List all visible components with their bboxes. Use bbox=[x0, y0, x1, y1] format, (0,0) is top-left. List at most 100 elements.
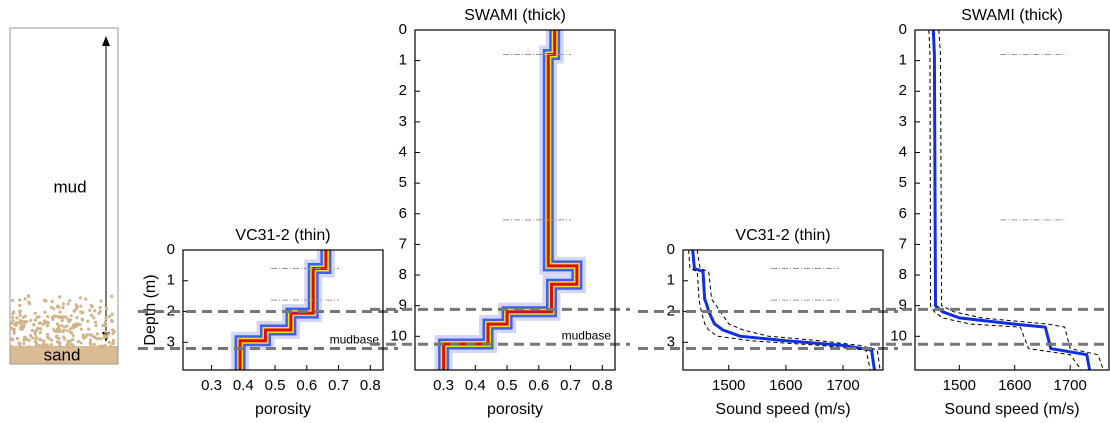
sand-grain bbox=[103, 343, 107, 347]
sand-grain bbox=[53, 314, 58, 318]
sand-grain bbox=[12, 327, 16, 331]
sand-grain bbox=[10, 315, 15, 319]
sand-grain bbox=[89, 313, 94, 317]
x-tick-label: 0.5 bbox=[497, 377, 518, 394]
plot-area bbox=[434, 30, 586, 370]
sand-grain bbox=[95, 332, 99, 336]
uncertainty-line bbox=[938, 30, 1104, 370]
sand-grain bbox=[68, 339, 72, 343]
sand-grain bbox=[87, 327, 91, 331]
sand-grain bbox=[34, 336, 39, 340]
sand-grain bbox=[61, 302, 65, 306]
sand-grain bbox=[69, 314, 73, 318]
sand-grain bbox=[44, 299, 48, 303]
sand-grain bbox=[104, 330, 108, 334]
sand-grain bbox=[105, 335, 109, 339]
sand-grain bbox=[75, 315, 79, 320]
sand-grain bbox=[90, 305, 94, 309]
sand-grain bbox=[29, 318, 33, 323]
plot-frame bbox=[914, 29, 1110, 371]
y-tick-label: 7 bbox=[399, 235, 407, 252]
sand-grain bbox=[36, 326, 40, 330]
sand-grain bbox=[102, 334, 107, 338]
plot-frame bbox=[682, 249, 884, 371]
sand-grain bbox=[35, 315, 39, 319]
y-tick-label: 1 bbox=[899, 52, 907, 69]
sand-grain bbox=[34, 343, 39, 347]
sand-grain bbox=[55, 322, 60, 326]
y-tick-label: 1 bbox=[399, 52, 407, 69]
sand-grain bbox=[58, 341, 62, 345]
column-outline bbox=[9, 27, 119, 365]
sand-grain bbox=[33, 311, 37, 315]
x-tick-label: 1500 bbox=[712, 377, 745, 394]
sand-grain bbox=[104, 306, 109, 311]
y-tick-label: 2 bbox=[899, 82, 907, 99]
sand-grain bbox=[9, 325, 13, 329]
x-tick-label: 1600 bbox=[998, 377, 1031, 394]
y-tick-label: 0 bbox=[399, 21, 407, 38]
sand-grain bbox=[46, 335, 50, 339]
sand-grain bbox=[23, 319, 27, 324]
x-tick-label: 0.3 bbox=[201, 377, 222, 394]
y-tick-label: 5 bbox=[399, 174, 407, 191]
x-tick-label: 0.4 bbox=[465, 377, 486, 394]
sand-grain bbox=[54, 335, 59, 339]
panel-title: SWAMI (thick) bbox=[961, 7, 1063, 24]
sand-label: sand bbox=[44, 345, 81, 364]
sand-grain bbox=[101, 324, 105, 328]
sand-grain bbox=[10, 298, 15, 303]
sand-grain bbox=[50, 299, 54, 304]
y-tick-label: 0 bbox=[667, 241, 675, 258]
y-tick-label: 10 bbox=[890, 327, 907, 344]
y-axis-label: Depth (m) bbox=[142, 274, 159, 345]
sand-grain bbox=[68, 327, 73, 331]
sand-grain bbox=[88, 338, 93, 342]
sand-grain bbox=[28, 333, 33, 338]
sand-grain bbox=[45, 324, 50, 328]
sand-grain bbox=[79, 327, 83, 331]
sand-grain bbox=[110, 318, 114, 323]
sand-grain bbox=[60, 319, 64, 323]
x-axis-label: porosity bbox=[487, 401, 543, 418]
sand-grain bbox=[18, 318, 22, 323]
sand-grain bbox=[106, 332, 111, 336]
sand-grain bbox=[27, 294, 31, 299]
sand-grain bbox=[64, 315, 68, 319]
panel-title: SWAMI (thick) bbox=[464, 7, 566, 24]
sand-grain bbox=[27, 344, 31, 349]
panel-title: VC31-2 (thin) bbox=[735, 227, 830, 244]
sand-grain bbox=[88, 341, 92, 345]
y-tick-label: 2 bbox=[399, 82, 407, 99]
sand-grain bbox=[52, 307, 56, 311]
y-tick-label: 6 bbox=[399, 205, 407, 222]
sand-grain bbox=[50, 316, 54, 320]
x-tick-label: 0.5 bbox=[265, 377, 286, 394]
sand-grain bbox=[57, 336, 61, 340]
sand-grain bbox=[18, 321, 23, 325]
y-tick-label: 3 bbox=[667, 333, 675, 350]
sand-grain bbox=[111, 338, 115, 343]
sand-grain bbox=[84, 335, 88, 339]
x-axis-label: porosity bbox=[255, 401, 311, 418]
y-tick-label: 3 bbox=[399, 113, 407, 130]
x-tick-label: 0.8 bbox=[592, 377, 613, 394]
sand-grain bbox=[74, 303, 78, 307]
sand-grain bbox=[60, 324, 64, 328]
sand-grain bbox=[62, 325, 66, 329]
sand-grain bbox=[9, 344, 13, 348]
sand-grain bbox=[11, 338, 15, 342]
sand-grain bbox=[81, 335, 85, 339]
y-tick-label: 0 bbox=[167, 241, 175, 258]
sand-grain bbox=[49, 305, 53, 309]
sand-grain bbox=[33, 339, 37, 344]
sand-grain bbox=[46, 344, 50, 348]
sand-grain bbox=[58, 295, 62, 299]
sand-grain bbox=[23, 335, 27, 339]
sand-grain bbox=[79, 341, 83, 345]
sand-grain bbox=[49, 342, 53, 347]
y-tick-label: 8 bbox=[399, 266, 407, 283]
x-tick-label: 0.6 bbox=[296, 377, 317, 394]
sand-grain bbox=[108, 344, 113, 348]
